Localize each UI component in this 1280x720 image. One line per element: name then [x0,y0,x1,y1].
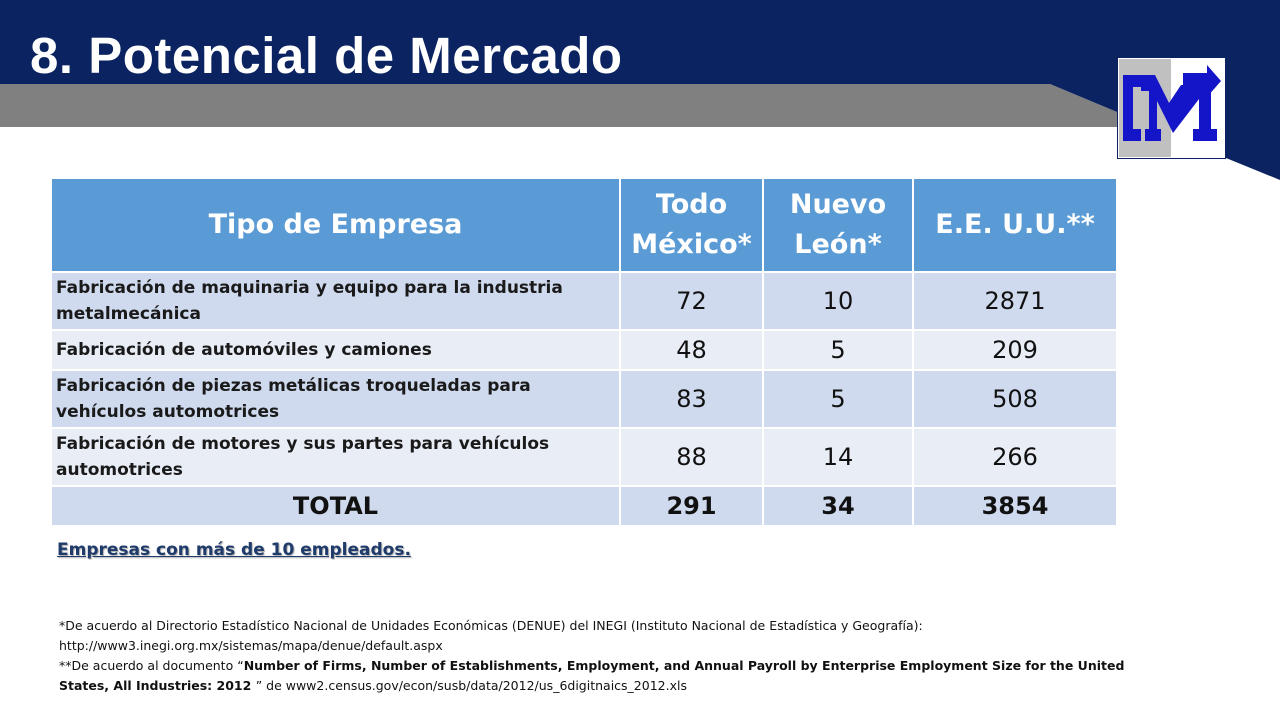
total-label: TOTAL [50,485,621,527]
table-row: Fabricación de motores y sus partes para… [50,427,1118,487]
employees-note: Empresas con más de 10 empleados. [57,540,411,560]
slide-title: 8. Potencial de Mercado [30,27,623,84]
cell-nuevo-leon: 5 [762,369,914,429]
cell-eeuu: 266 [912,427,1118,487]
footnote-census: **De acuerdo al documento “Number of Fir… [59,656,1159,696]
cell-tipo-empresa: Fabricación de piezas metálicas troquela… [50,369,621,429]
total-todo-mexico: 291 [619,485,764,527]
header-nuevo-leon: Nuevo León* [762,177,914,273]
table-row: Fabricación de maquinaria y equipo para … [50,271,1118,331]
total-nuevo-leon: 34 [762,485,914,527]
cell-todo-mexico: 48 [619,329,764,371]
footnote-inegi: *De acuerdo al Directorio Estadístico Na… [59,618,923,633]
table-header-row: Tipo de Empresa Todo México* Nuevo León*… [50,177,1118,273]
footnote-census-title: Number of Firms, Number of Establishment… [59,658,1125,693]
footnote-census-prefix: **De acuerdo al documento “ [59,658,244,673]
cell-tipo-empresa: Fabricación de motores y sus partes para… [50,427,621,487]
cell-tipo-empresa: Fabricación de maquinaria y equipo para … [50,271,621,331]
cell-nuevo-leon: 5 [762,329,914,371]
cell-eeuu: 209 [912,329,1118,371]
cell-nuevo-leon: 10 [762,271,914,331]
footnote-census-suffix: ” de www2.census.gov/econ/susb/data/2012… [255,678,687,693]
table-row: Fabricación de automóviles y camiones 48… [50,329,1118,371]
footnote-inegi-url: http://www3.inegi.org.mx/sistemas/mapa/d… [59,638,443,653]
cell-todo-mexico: 83 [619,369,764,429]
company-logo-icon [1117,57,1226,159]
header-todo-mexico: Todo México* [619,177,764,273]
navy-header [0,0,1280,180]
cell-todo-mexico: 72 [619,271,764,331]
cell-nuevo-leon: 14 [762,427,914,487]
cell-todo-mexico: 88 [619,427,764,487]
header-tipo-empresa: Tipo de Empresa [50,177,621,273]
header-eeuu: E.E. U.U.** [912,177,1118,273]
table-total-row: TOTAL 291 34 3854 [50,485,1118,527]
total-eeuu: 3854 [912,485,1118,527]
cell-tipo-empresa: Fabricación de automóviles y camiones [50,329,621,371]
table-row: Fabricación de piezas metálicas troquela… [50,369,1118,429]
gray-band [0,84,1117,127]
cell-eeuu: 508 [912,369,1118,429]
cell-eeuu: 2871 [912,271,1118,331]
market-table: Tipo de Empresa Todo México* Nuevo León*… [50,177,1118,527]
footnotes: *De acuerdo al Directorio Estadístico Na… [59,616,1159,696]
